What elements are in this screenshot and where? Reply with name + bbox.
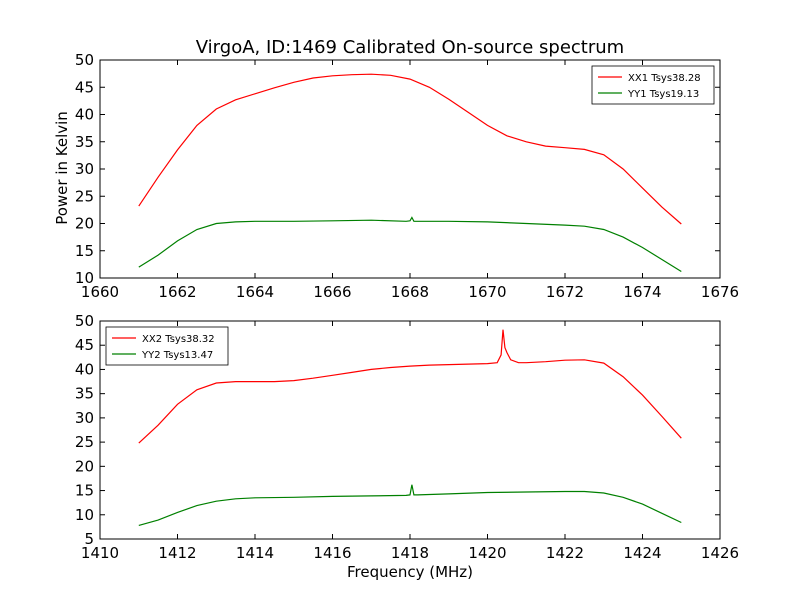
y-tick-label: 50 xyxy=(75,312,94,330)
legend-label: YY1 Tsys19.13 xyxy=(627,89,699,100)
x-tick-label: 1422 xyxy=(546,544,584,562)
y-tick-label: 45 xyxy=(75,336,94,354)
y-tick-label: 40 xyxy=(75,106,94,124)
x-tick-label: 1670 xyxy=(468,283,506,301)
legend-box xyxy=(591,65,715,105)
bottom-spectrum-panel: 1410 1412 1414 1416 1418 1420 1422 1424 1426 5 10 1… xyxy=(75,312,739,562)
x-tick-label: 1662 xyxy=(158,283,196,301)
y-tick-label: 35 xyxy=(75,133,94,151)
x-tick-label: 1664 xyxy=(236,283,274,301)
y-tick-label: 5 xyxy=(84,530,94,548)
x-tick-label: 1410 xyxy=(81,544,119,562)
x-tick-label: 1666 xyxy=(313,283,351,301)
x-tick-label: 1426 xyxy=(701,544,739,562)
x-tick-label: 1676 xyxy=(701,283,739,301)
y-tick-label: 25 xyxy=(75,187,94,205)
x-tick-label: 1412 xyxy=(158,544,196,562)
legend-label: XX1 Tsys38.28 xyxy=(628,73,701,84)
x-tick-label: 1668 xyxy=(391,283,429,301)
legend: XX2 Tsys38.32 YY2 Tsys13.47 xyxy=(105,326,229,366)
top-spectrum-panel: 1660 1662 1664 1666 1668 1670 1672 1674 1676 10 15… xyxy=(75,51,739,301)
x-tick-label: 1420 xyxy=(468,544,506,562)
x-tick-label: 1416 xyxy=(313,544,351,562)
series-line-green xyxy=(138,216,682,273)
y-tick-label: 10 xyxy=(75,506,94,524)
x-tick-label: 1674 xyxy=(623,283,661,301)
x-tick-label: 1672 xyxy=(546,283,584,301)
legend-label: YY2 Tsys13.47 xyxy=(141,350,213,361)
series-line-red xyxy=(138,329,682,444)
x-tick-label: 1414 xyxy=(236,544,274,562)
series-line-green xyxy=(138,484,682,526)
y-tick-label: 45 xyxy=(75,78,94,96)
y-tick-label: 15 xyxy=(75,242,94,260)
y-axis-label: Power in Kelvin xyxy=(53,111,71,225)
figure-title: VirgoA, ID:1469 Calibrated On-source spe… xyxy=(196,37,624,58)
x-tick-label: 1418 xyxy=(391,544,429,562)
y-tick-label: 30 xyxy=(75,409,94,427)
y-tick-label: 20 xyxy=(75,457,94,475)
y-tick-label: 10 xyxy=(75,269,94,287)
y-tick-label: 50 xyxy=(75,51,94,69)
y-tick-label: 30 xyxy=(75,160,94,178)
y-tick-label: 35 xyxy=(75,385,94,403)
legend-label: XX2 Tsys38.32 xyxy=(142,334,215,345)
x-tick-label: 1424 xyxy=(623,544,661,562)
y-tick-label: 20 xyxy=(75,215,94,233)
y-tick-label: 25 xyxy=(75,433,94,451)
x-axis-label: Frequency (MHz) xyxy=(347,563,473,581)
y-tick-label: 40 xyxy=(75,360,94,378)
y-tick-label: 15 xyxy=(75,482,94,500)
legend: XX1 Tsys38.28 YY1 Tsys19.13 xyxy=(591,65,715,105)
x-tick-label: 1660 xyxy=(81,283,119,301)
series-line-red xyxy=(138,73,682,225)
legend-box xyxy=(105,326,229,366)
